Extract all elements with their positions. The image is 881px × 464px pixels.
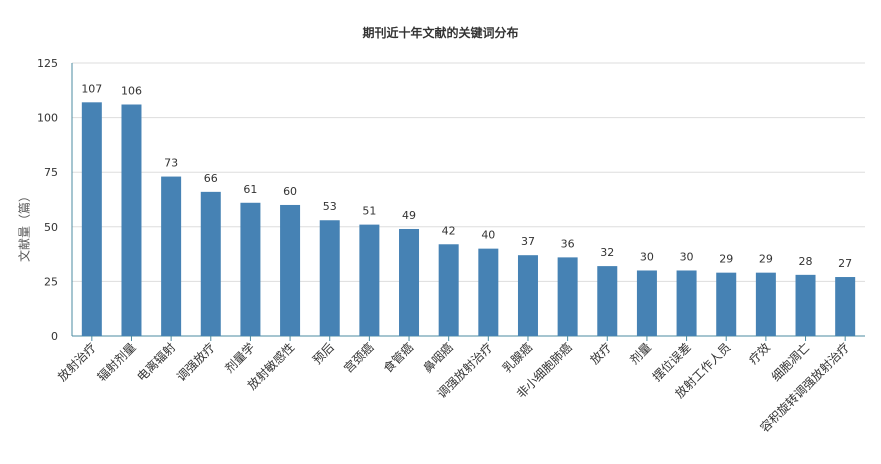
y-tick-label: 50: [44, 221, 58, 234]
data-label: 30: [680, 250, 694, 263]
data-label: 49: [402, 209, 416, 222]
x-tick-label: 电离辐射: [134, 340, 179, 385]
x-tick-label: 放疗: [587, 340, 615, 368]
bar: [636, 270, 657, 336]
bar: [716, 272, 737, 336]
bar: [81, 102, 102, 336]
x-tick-label: 预后: [310, 340, 337, 367]
bar: [557, 257, 578, 336]
bar: [161, 176, 182, 336]
data-label: 36: [561, 237, 575, 250]
bar: [478, 248, 499, 336]
x-tick-label: 剂量学: [221, 340, 257, 376]
bar: [755, 272, 776, 336]
data-label: 30: [640, 250, 654, 263]
data-label: 32: [600, 246, 614, 259]
data-label: 66: [204, 172, 218, 185]
data-label: 40: [481, 229, 495, 242]
bar: [597, 266, 618, 336]
bar: [359, 224, 380, 336]
y-tick-label: 25: [44, 275, 58, 288]
x-tick-label: 食管癌: [380, 340, 416, 376]
x-tick-label: 宫颈癌: [340, 340, 376, 376]
data-label: 29: [719, 253, 733, 266]
x-tick-label: 辐射剂量: [94, 340, 139, 385]
bar: [795, 274, 816, 336]
bar: [319, 220, 340, 336]
y-tick-label: 0: [51, 330, 58, 343]
y-tick-label: 75: [44, 166, 58, 179]
x-tick-label: 放射治疗: [54, 340, 99, 385]
bar: [676, 270, 697, 336]
y-tick-label: 100: [37, 112, 58, 125]
chart-title: 期刊近十年文献的关键词分布: [362, 26, 519, 40]
data-label: 53: [323, 200, 337, 213]
data-label: 51: [362, 205, 376, 218]
data-label: 29: [759, 253, 773, 266]
data-label: 106: [121, 84, 142, 97]
bar: [438, 244, 459, 336]
data-label: 37: [521, 235, 535, 248]
data-label: 60: [283, 185, 297, 198]
bar: [121, 104, 142, 336]
data-label: 42: [442, 224, 456, 237]
bar: [240, 202, 261, 336]
bar: [200, 191, 221, 336]
x-tick-label: 剂量: [626, 340, 654, 368]
bar: [835, 277, 856, 336]
x-tick-label: 疗效: [745, 340, 773, 368]
data-label: 28: [799, 255, 813, 268]
data-label: 27: [838, 257, 852, 270]
x-tick-label: 调强放疗: [173, 340, 218, 385]
bar: [280, 204, 301, 336]
x-tick-label: 鼻咽癌: [420, 340, 456, 376]
y-tick-label: 125: [37, 57, 58, 70]
data-label: 73: [164, 157, 178, 170]
data-label: 107: [81, 82, 102, 95]
x-tick-label: 乳腺癌: [499, 340, 535, 376]
bar: [399, 228, 420, 336]
data-label: 61: [243, 183, 257, 196]
bar: [517, 255, 538, 336]
